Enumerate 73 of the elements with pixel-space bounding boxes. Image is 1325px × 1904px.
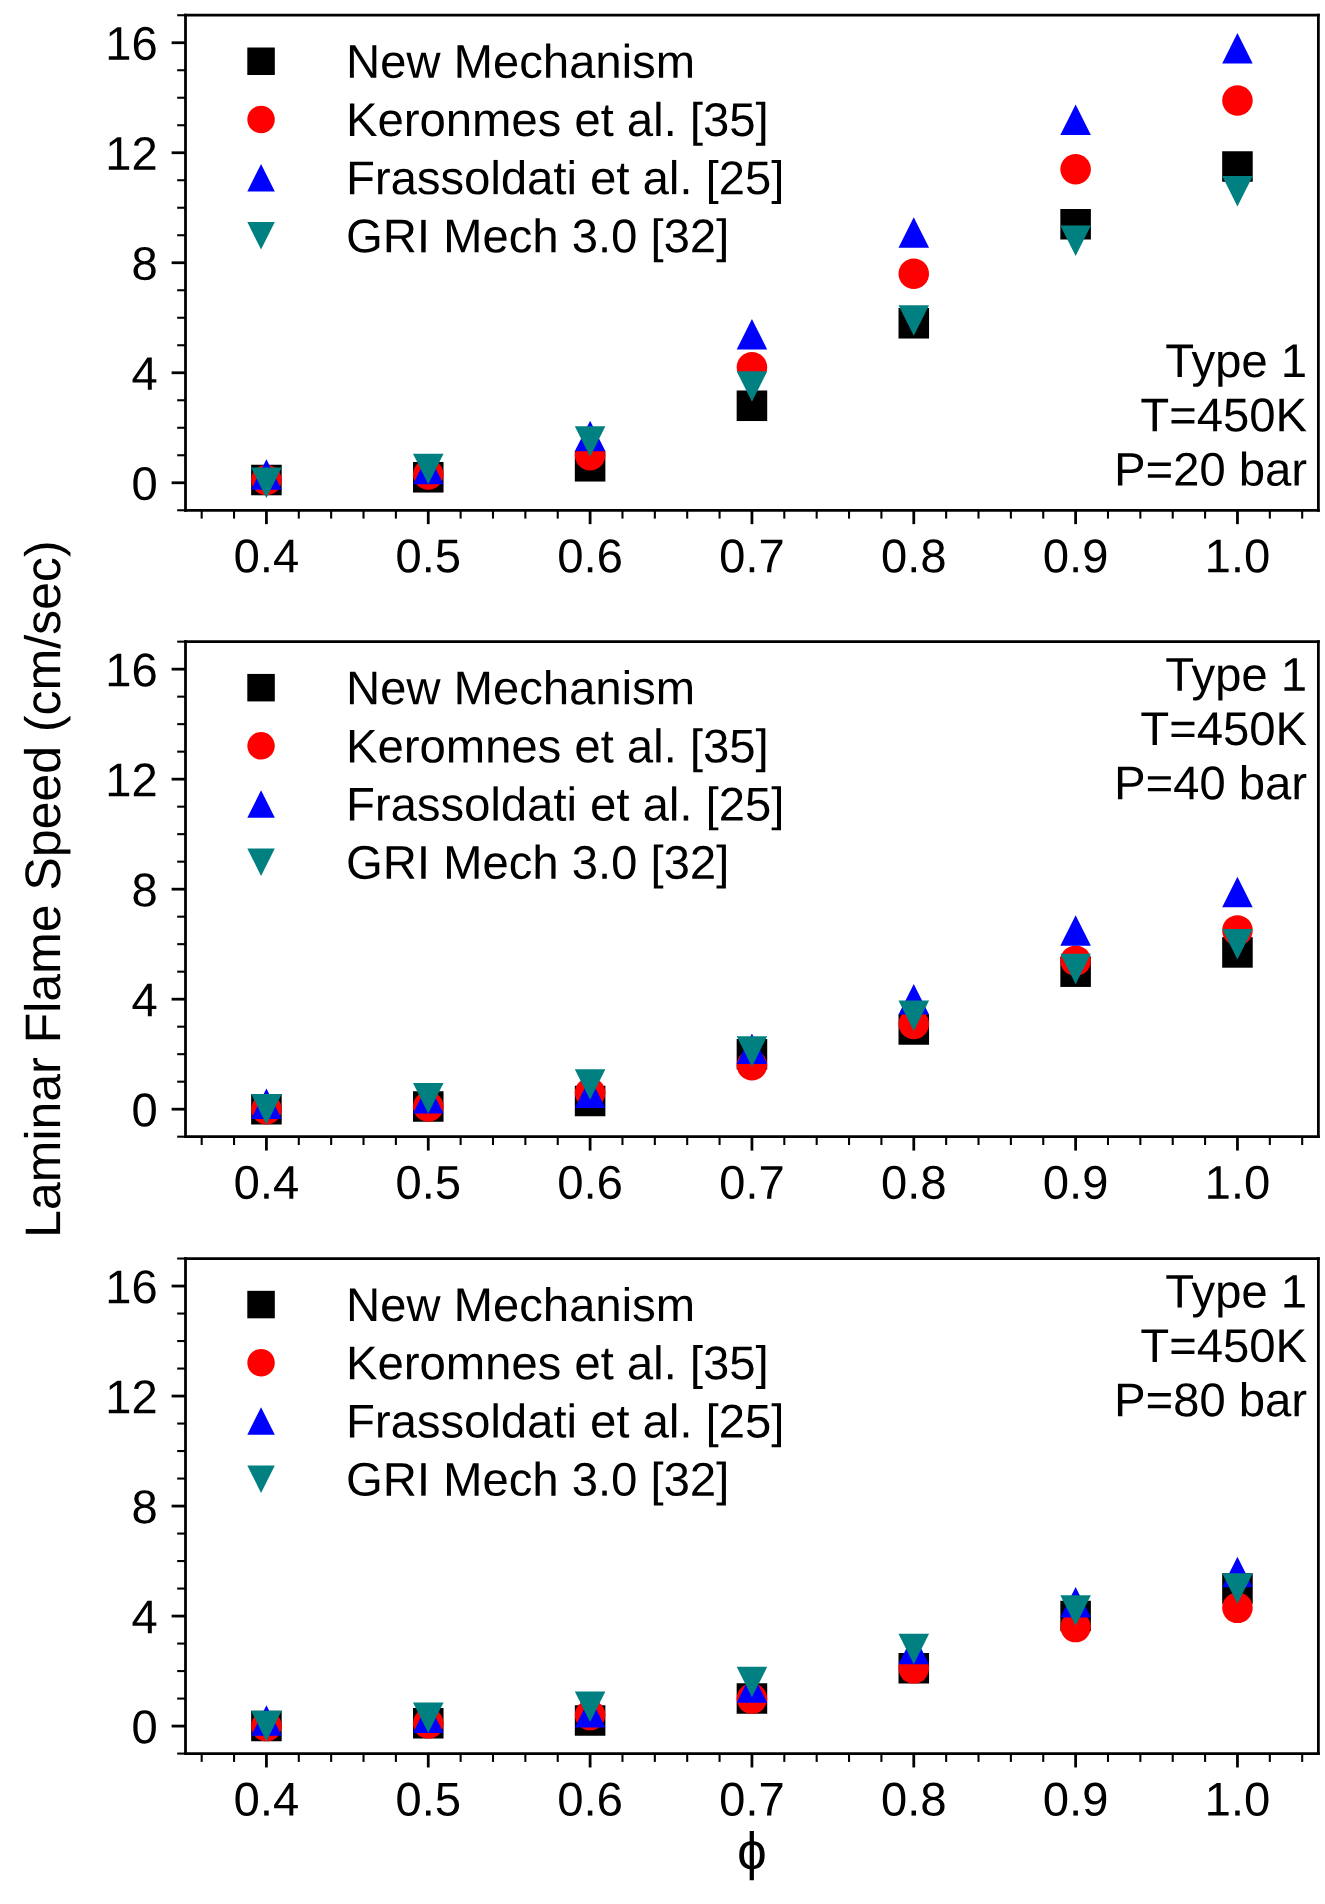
point [736, 1666, 768, 1698]
legend-label: Keronmes et al. [35] [349, 101, 766, 146]
y-tick-label: 4 [132, 1600, 157, 1634]
y-tick-label: 0 [133, 1093, 156, 1127]
point [574, 1691, 606, 1723]
x-tick-label: 0.5 [397, 1165, 460, 1200]
x-tick-label: 0.4 [235, 1782, 298, 1817]
x-tick-label: 0.7 [720, 539, 783, 573]
x-tick-label: 1.0 [1208, 1782, 1269, 1817]
y-tick-label: 16 [108, 1270, 156, 1304]
legend-label: GRI Mech 3.0 [32] [348, 1461, 726, 1506]
y-tick-label: 12 [108, 1380, 156, 1414]
annotation: Type 1 T=450K P=80 bar [1117, 1275, 1307, 1417]
point [736, 371, 768, 402]
y-tick-label: 0 [133, 1710, 156, 1744]
x-tick-label: 0.4 [235, 539, 298, 573]
y-tick-label: 8 [133, 1490, 156, 1524]
x-tick-label: 0.9 [1044, 539, 1107, 573]
point [1222, 928, 1253, 960]
x-tick-label: 1.0 [1208, 1165, 1269, 1200]
x-tick-label: 0.5 [397, 539, 460, 573]
x-tick-label: 0.4 [235, 1165, 298, 1200]
x-tick-label: 0.6 [559, 1782, 621, 1817]
x-tick-label: 0.7 [720, 1165, 783, 1200]
annotation: Type 1 T=450K P=40 bar [1117, 658, 1307, 800]
annotation: Type 1 T=450K P=20 bar [1117, 344, 1307, 487]
y-tick-label: 12 [108, 763, 156, 797]
y-tick-label: 0 [133, 466, 156, 501]
legend-label: Frassoldati et al. [25] [349, 786, 782, 831]
y-axis-title: Laminar Flame Speed (cm/sec) [23, 543, 71, 1234]
x-tick-label: 0.9 [1044, 1165, 1107, 1200]
legend-label: New Mechanism [349, 669, 692, 705]
legend-label: Keromnes et al. [35] [349, 1345, 766, 1390]
y-tick-label: 8 [133, 873, 156, 907]
point [1060, 225, 1091, 257]
x-tick-label: 1.0 [1208, 539, 1269, 573]
y-tick-label: 12 [108, 136, 156, 170]
y-tick-label: 16 [108, 653, 156, 687]
point [1060, 153, 1091, 185]
x-tick-label: 0.8 [882, 539, 945, 573]
x-tick-label: 0.5 [397, 1782, 460, 1817]
x-tick-label: 0.6 [559, 539, 621, 573]
x-tick-label: 0.8 [882, 1782, 945, 1817]
legend-label: Frassoldati et al. [25] [349, 1403, 782, 1448]
y-tick-label: 4 [132, 983, 157, 1017]
point [1222, 876, 1253, 908]
point [1060, 1595, 1091, 1626]
point [898, 217, 930, 248]
y-tick-label: 16 [108, 26, 156, 61]
legend-label: New Mechanism [349, 43, 692, 79]
x-tick-label: 0.8 [882, 1165, 945, 1200]
point [574, 426, 606, 457]
point [898, 1000, 930, 1031]
point [1060, 104, 1091, 136]
point [574, 1069, 606, 1100]
legend-label: Keromnes et al. [35] [349, 728, 766, 773]
point [1222, 32, 1253, 64]
point [736, 390, 768, 422]
x-tick-label: 0.7 [720, 1782, 783, 1817]
legend-label: New Mechanism [349, 1286, 692, 1322]
legend-label: Frassoldati et al. [25] [349, 159, 782, 204]
point [898, 258, 930, 290]
x-tick-label: 0.9 [1044, 1782, 1107, 1817]
point [736, 318, 768, 350]
x-axis-title: ϕ [739, 1830, 765, 1881]
legend-label: GRI Mech 3.0 [32] [348, 218, 726, 263]
legend-label: GRI Mech 3.0 [32] [348, 844, 726, 889]
y-tick-label: 4 [132, 357, 157, 390]
point [1222, 85, 1253, 116]
y-tick-label: 8 [133, 246, 156, 281]
point [1222, 175, 1253, 207]
x-tick-label: 0.6 [559, 1165, 621, 1200]
point [1060, 915, 1091, 946]
